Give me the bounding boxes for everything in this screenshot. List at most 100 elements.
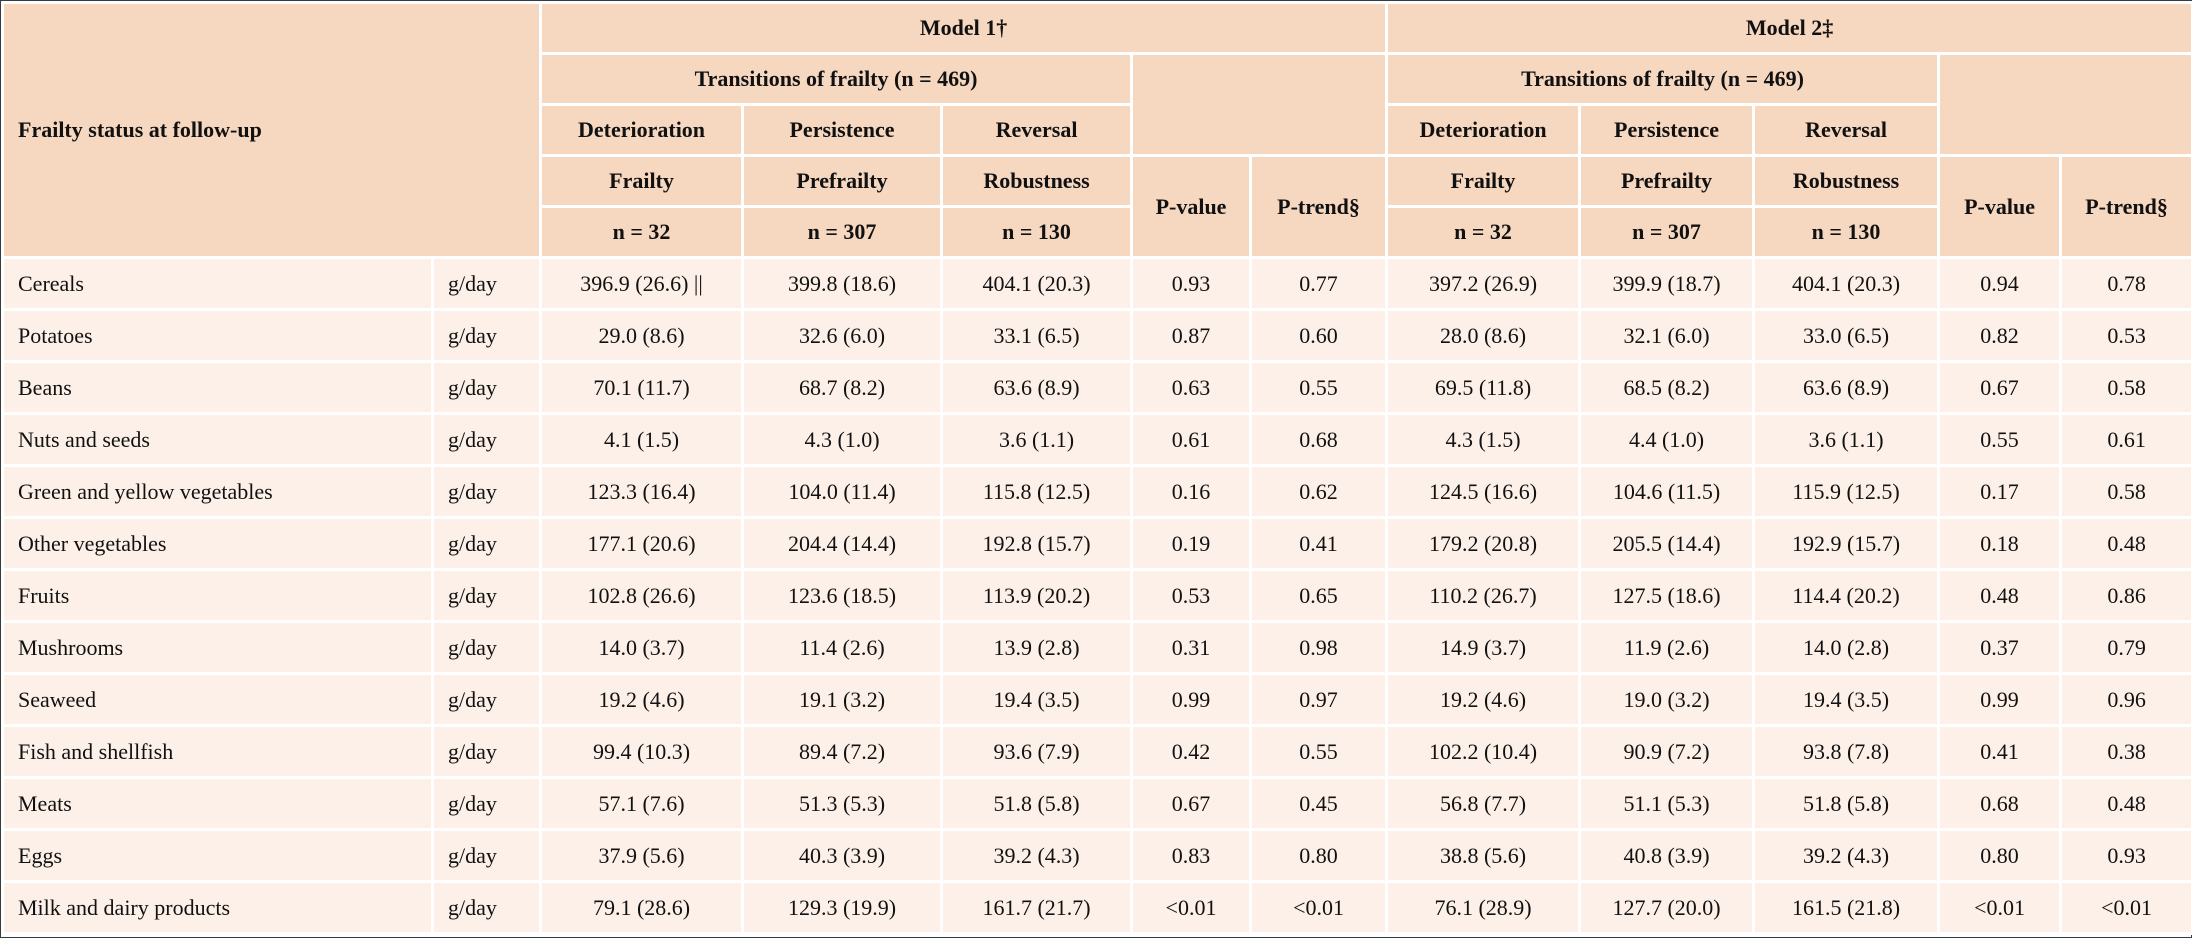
m2-prefrailty-header: Prefrailty — [1578, 154, 1756, 208]
food-name-cell: Cereals — [1, 256, 434, 311]
unit-cell: g/day — [430, 412, 543, 467]
m1-pvalue-header: P-value — [1130, 154, 1253, 259]
m1-robustness-cell: 192.8 (15.7) — [940, 516, 1134, 571]
unit-cell: g/day — [430, 464, 543, 519]
m2-empty-header — [1937, 52, 2192, 157]
m2-frailty-cell: 14.9 (3.7) — [1385, 620, 1582, 675]
m2-robustness-cell: 63.6 (8.9) — [1752, 360, 1941, 415]
m2-ptrend-cell: 0.58 — [2059, 464, 2192, 519]
m2-robustness-cell: 115.9 (12.5) — [1752, 464, 1941, 519]
food-name-cell: Meats — [1, 776, 434, 831]
unit-cell: g/day — [430, 724, 543, 779]
m1-ptrend-header: P-trend§ — [1249, 154, 1389, 259]
m1-robustness-cell: 63.6 (8.9) — [940, 360, 1134, 415]
m2-pvalue-cell: 0.18 — [1937, 516, 2063, 571]
unit-cell: g/day — [430, 308, 543, 363]
m2-frailty-cell: 124.5 (16.6) — [1385, 464, 1582, 519]
m1-deterioration-header: Deterioration — [539, 103, 745, 157]
m2-pvalue-cell: 0.41 — [1937, 724, 2063, 779]
m1-ptrend-cell: 0.68 — [1249, 412, 1389, 467]
food-name-cell: Eggs — [1, 828, 434, 883]
table-row: Beans g/day 70.1 (11.7) 68.7 (8.2) 63.6 (8.9… — [1, 360, 2192, 415]
m1-prefrailty-cell: 11.4 (2.6) — [741, 620, 944, 675]
m2-pvalue-cell: 0.94 — [1937, 256, 2063, 311]
m2-frailty-cell: 179.2 (20.8) — [1385, 516, 1582, 571]
m1-frailty-cell: 70.1 (11.7) — [539, 360, 745, 415]
table-row: Mushrooms g/day 14.0 (3.7) 11.4 (2.6) 13.9 (… — [1, 620, 2192, 675]
m1-pvalue-cell: 0.83 — [1130, 828, 1253, 883]
m2-prefrailty-cell: 127.5 (18.6) — [1578, 568, 1756, 623]
m1-frailty-cell: 99.4 (10.3) — [539, 724, 745, 779]
unit-cell: g/day — [430, 256, 543, 311]
m2-ptrend-header: P-trend§ — [2059, 154, 2192, 259]
m2-robustness-cell: 51.8 (5.8) — [1752, 776, 1941, 831]
m2-ptrend-cell: 0.61 — [2059, 412, 2192, 467]
m2-robustness-cell: 161.5 (21.8) — [1752, 880, 1941, 935]
m2-prefrailty-cell: 127.7 (20.0) — [1578, 880, 1756, 935]
m2-robustness-cell: 3.6 (1.1) — [1752, 412, 1941, 467]
food-name-cell: Beans — [1, 360, 434, 415]
m1-pvalue-cell: <0.01 — [1130, 880, 1253, 935]
m1-pvalue-cell: 0.16 — [1130, 464, 1253, 519]
m1-prefrailty-cell: 89.4 (7.2) — [741, 724, 944, 779]
m2-pvalue-cell: 0.68 — [1937, 776, 2063, 831]
m1-n-robustness: n = 130 — [940, 205, 1134, 259]
m2-pvalue-header: P-value — [1937, 154, 2063, 259]
m1-ptrend-cell: 0.60 — [1249, 308, 1389, 363]
m1-pvalue-cell: 0.93 — [1130, 256, 1253, 311]
m2-prefrailty-cell: 51.1 (5.3) — [1578, 776, 1756, 831]
m1-ptrend-cell: 0.97 — [1249, 672, 1389, 727]
m1-frailty-header: Frailty — [539, 154, 745, 208]
food-name-cell: Fish and shellfish — [1, 724, 434, 779]
m2-ptrend-cell: 0.78 — [2059, 256, 2192, 311]
m2-prefrailty-cell: 4.4 (1.0) — [1578, 412, 1756, 467]
m1-empty-header — [1130, 52, 1389, 157]
m2-pvalue-cell: 0.37 — [1937, 620, 2063, 675]
m1-frailty-cell: 57.1 (7.6) — [539, 776, 745, 831]
table-row: Milk and dairy products g/day 79.1 (28.6) 1… — [1, 880, 2192, 935]
m2-robustness-cell: 39.2 (4.3) — [1752, 828, 1941, 883]
table-row: Green and yellow vegetables g/day 123.3 (1… — [1, 464, 2192, 519]
m2-pvalue-cell: 0.67 — [1937, 360, 2063, 415]
m2-frailty-cell: 110.2 (26.7) — [1385, 568, 1582, 623]
m2-ptrend-cell: 0.58 — [2059, 360, 2192, 415]
m1-robustness-cell: 161.7 (21.7) — [940, 880, 1134, 935]
m1-frailty-cell: 4.1 (1.5) — [539, 412, 745, 467]
m1-frailty-cell: 29.0 (8.6) — [539, 308, 745, 363]
m1-robustness-cell: 13.9 (2.8) — [940, 620, 1134, 675]
m1-prefrailty-cell: 32.6 (6.0) — [741, 308, 944, 363]
food-name-cell: Mushrooms — [1, 620, 434, 675]
m1-robustness-cell: 39.2 (4.3) — [940, 828, 1134, 883]
m2-prefrailty-cell: 104.6 (11.5) — [1578, 464, 1756, 519]
row-header-frailty-status: Frailty status at follow-up — [0, 1, 543, 259]
m1-pvalue-cell: 0.31 — [1130, 620, 1253, 675]
m2-pvalue-cell: 0.17 — [1937, 464, 2063, 519]
m1-reversal-header: Reversal — [940, 103, 1134, 157]
unit-cell: g/day — [430, 880, 543, 935]
m2-robustness-header: Robustness — [1752, 154, 1941, 208]
m1-ptrend-cell: 0.98 — [1249, 620, 1389, 675]
m2-frailty-cell: 56.8 (7.7) — [1385, 776, 1582, 831]
m2-prefrailty-cell: 90.9 (7.2) — [1578, 724, 1756, 779]
m2-ptrend-cell: 0.96 — [2059, 672, 2192, 727]
m1-robustness-cell: 113.9 (20.2) — [940, 568, 1134, 623]
m2-ptrend-cell: 0.48 — [2059, 776, 2192, 831]
m1-robustness-header: Robustness — [940, 154, 1134, 208]
m1-ptrend-cell: 0.77 — [1249, 256, 1389, 311]
m2-robustness-cell: 33.0 (6.5) — [1752, 308, 1941, 363]
m2-frailty-header: Frailty — [1385, 154, 1582, 208]
m1-pvalue-cell: 0.63 — [1130, 360, 1253, 415]
table-row: Seaweed g/day 19.2 (4.6) 19.1 (3.2) 19.4 (3.… — [1, 672, 2192, 727]
m1-ptrend-cell: 0.55 — [1249, 360, 1389, 415]
m1-robustness-cell: 51.8 (5.8) — [940, 776, 1134, 831]
m2-transitions-header: Transitions of frailty (n = 469) — [1385, 52, 1941, 106]
m1-frailty-cell: 37.9 (5.6) — [539, 828, 745, 883]
m1-prefrailty-header: Prefrailty — [741, 154, 944, 208]
m2-robustness-cell: 114.4 (20.2) — [1752, 568, 1941, 623]
m1-ptrend-cell: 0.45 — [1249, 776, 1389, 831]
m1-n-frailty: n = 32 — [539, 205, 745, 259]
m2-frailty-cell: 28.0 (8.6) — [1385, 308, 1582, 363]
m1-frailty-cell: 19.2 (4.6) — [539, 672, 745, 727]
